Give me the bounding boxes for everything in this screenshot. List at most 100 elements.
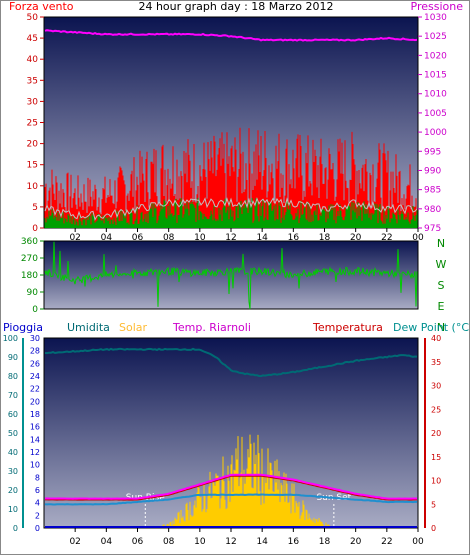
dew-point-line — [44, 493, 418, 506]
humidity-tick-label: 10 — [8, 505, 18, 514]
rain-tick-label: 8 — [35, 473, 40, 482]
humidity-tick-label: 90 — [8, 353, 18, 362]
rain-tick-label: 0 — [35, 524, 40, 533]
pressure-tick-label: 990 — [424, 166, 441, 176]
x-tick-label: 16 — [288, 537, 300, 547]
wind-tick-label: 10 — [27, 182, 39, 192]
humidity-tick-label: 100 — [3, 334, 18, 343]
wind-tick-label: 40 — [27, 55, 39, 65]
rain-tick-label: 18 — [30, 410, 40, 419]
direction-tick-label: 0 — [32, 305, 38, 315]
x-tick-label: 10 — [194, 233, 206, 243]
wind-tick-label: 45 — [27, 34, 38, 44]
x-tick-label: 02 — [69, 537, 80, 547]
pressure-tick-label: 1005 — [424, 109, 447, 119]
rain-axis-label: Pioggia — [3, 321, 43, 334]
x-tick-label: 22 — [381, 537, 392, 547]
wind-tick-label: 25 — [27, 119, 38, 129]
solar-axis-label: Solar — [119, 321, 148, 334]
direction-tick-label: 90 — [27, 288, 39, 298]
rain-tick-label: 20 — [30, 397, 40, 406]
x-tick-label: 00 — [412, 233, 424, 243]
pressure-tick-label: 1025 — [424, 32, 447, 42]
temperature-tick-label: 40 — [431, 334, 441, 343]
rain-tick-label: 30 — [30, 334, 40, 343]
wind-tick-label: 35 — [27, 76, 38, 86]
direction-tick-label: 180 — [21, 271, 38, 281]
wind-tick-label: 5 — [32, 203, 38, 213]
temperature-tick-label: 15 — [431, 453, 441, 462]
humidity-tick-label: 60 — [8, 410, 18, 419]
heat-index-axis-label: Temp. Riarnoli — [172, 321, 251, 334]
x-tick-label: 14 — [256, 233, 268, 243]
wind-tick-label: 15 — [27, 161, 38, 171]
x-tick-label: 18 — [319, 233, 331, 243]
x-tick-label: 06 — [132, 537, 144, 547]
direction-tick-label: 360 — [21, 237, 38, 247]
x-tick-label: 20 — [350, 233, 362, 243]
wind-average-line — [44, 197, 418, 221]
pressure-tick-label: 1015 — [424, 71, 447, 81]
compass-label: W — [436, 258, 447, 271]
wind-tick-label: 0 — [32, 224, 38, 234]
pressure-tick-label: 985 — [424, 186, 441, 196]
x-tick-label: 14 — [256, 537, 268, 547]
compass-label: N — [437, 321, 445, 334]
heat-index-line — [44, 473, 417, 500]
compass-label: S — [438, 279, 445, 292]
rain-tick-label: 24 — [30, 372, 40, 381]
x-tick-label: 12 — [225, 537, 236, 547]
rain-tick-label: 2 — [35, 511, 40, 520]
wind-direction-line — [44, 241, 418, 310]
chart-title: 24 hour graph day : 18 Marzo 2012 — [138, 1, 333, 13]
temperature-tick-label: 0 — [431, 524, 436, 533]
wind-tick-label: 30 — [27, 97, 39, 107]
temperature-axis-label: Temperatura — [312, 321, 383, 334]
temperature-tick-label: 35 — [431, 358, 441, 367]
humidity-tick-label: 70 — [8, 391, 18, 400]
x-tick-label: 08 — [163, 233, 175, 243]
humidity-tick-label: 30 — [8, 467, 18, 476]
temperature-tick-label: 25 — [431, 405, 441, 414]
x-tick-label: 06 — [132, 233, 144, 243]
x-tick-label: 20 — [350, 537, 362, 547]
wind-axis-label: Forza vento — [9, 1, 74, 13]
x-tick-label: 22 — [381, 233, 392, 243]
rain-tick-label: 22 — [30, 385, 40, 394]
x-tick-label: 02 — [69, 233, 80, 243]
rain-tick-label: 4 — [35, 499, 40, 508]
x-tick-label: 16 — [288, 233, 300, 243]
x-tick-label: 08 — [163, 537, 175, 547]
x-tick-label: 04 — [101, 537, 113, 547]
x-tick-label: 12 — [225, 233, 236, 243]
humidity-tick-label: 50 — [8, 429, 18, 438]
humidity-tick-label: 0 — [13, 524, 18, 533]
rain-tick-label: 16 — [30, 423, 40, 432]
dew-point-axis-label: Dew Point (°C) — [393, 321, 470, 334]
pressure-tick-label: 1020 — [424, 51, 447, 61]
pressure-tick-label: 1010 — [424, 90, 447, 100]
pressure-tick-label: 980 — [424, 205, 441, 215]
pressure-tick-label: 1000 — [424, 128, 447, 138]
humidity-tick-label: 40 — [8, 448, 18, 457]
wind-tick-label: 20 — [27, 140, 39, 150]
pressure-tick-label: 975 — [424, 224, 441, 234]
wind-tick-label: 50 — [27, 13, 39, 23]
temperature-tick-label: 20 — [431, 429, 441, 438]
humidity-axis-label: Umidita — [67, 321, 110, 334]
x-tick-label: 10 — [194, 537, 206, 547]
x-tick-label: 00 — [412, 537, 424, 547]
pressure-axis-label: Pressione — [411, 1, 464, 13]
rain-tick-label: 28 — [30, 347, 40, 356]
temperature-tick-label: 10 — [431, 477, 441, 486]
pressure-line — [44, 29, 418, 42]
pressure-tick-label: 1030 — [424, 13, 447, 23]
x-tick-label: 18 — [319, 537, 331, 547]
humidity-tick-label: 80 — [8, 372, 18, 381]
compass-label: N — [437, 237, 445, 250]
humidity-line — [44, 347, 418, 378]
humidity-tick-label: 20 — [8, 486, 18, 495]
temperature-tick-label: 30 — [431, 382, 441, 391]
